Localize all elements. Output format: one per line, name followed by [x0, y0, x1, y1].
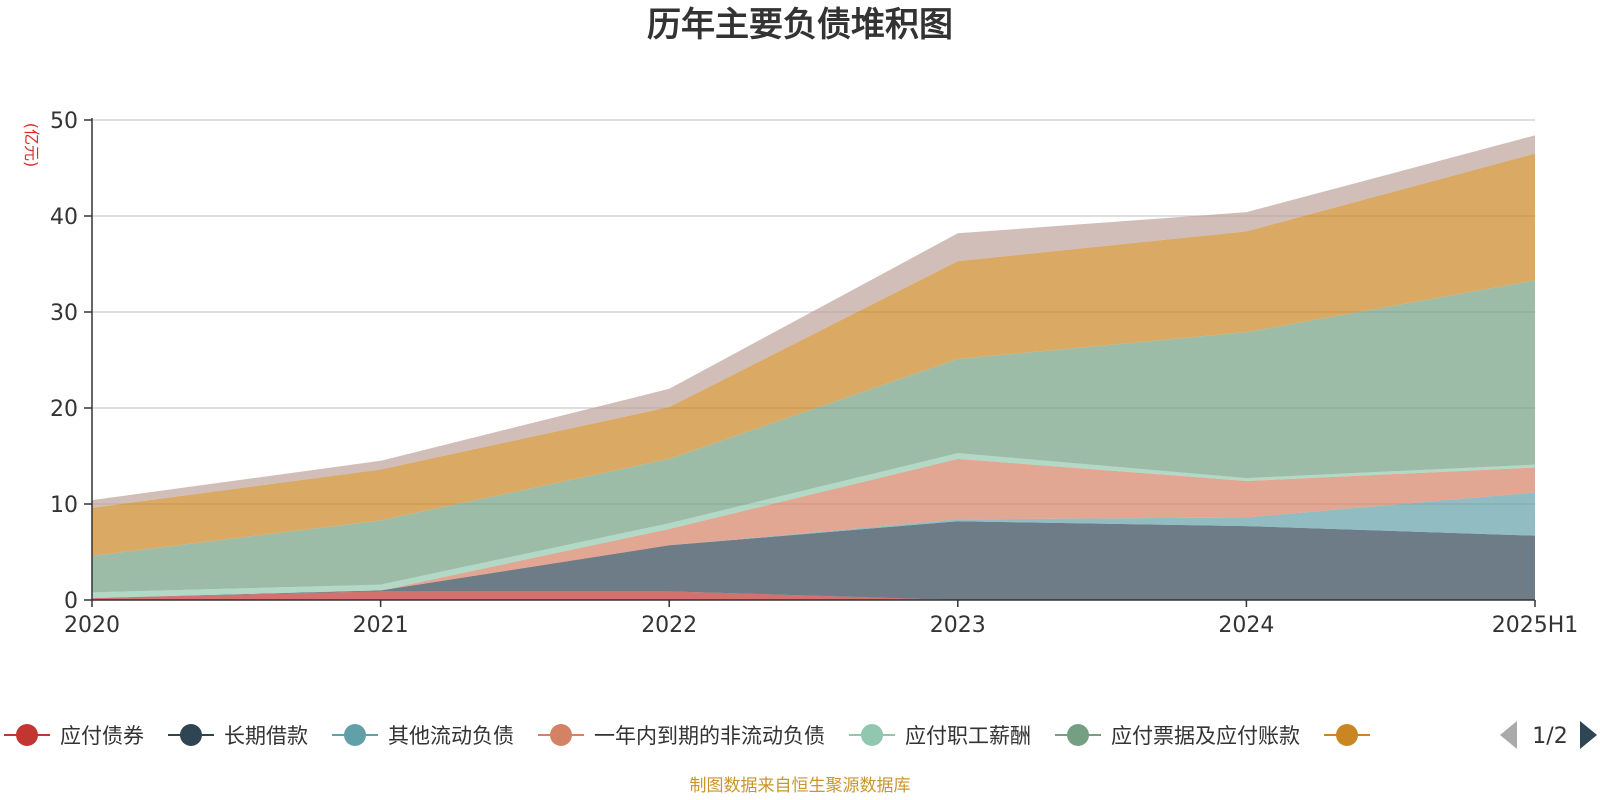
triangle-left-icon[interactable]: [1500, 721, 1517, 749]
legend-circle-icon: [344, 724, 366, 746]
legend-item[interactable]: 一年内到期的非流动负债: [538, 724, 825, 748]
area-series-6: [92, 280, 1535, 593]
legend: 应付债券 长期借款 其他流动负债 一年内到期的非流动负债 应付职工薪酬 应付票据及应付账款…: [4, 721, 1597, 749]
x-tick-label: 2024: [1218, 613, 1274, 638]
legend-label: 应付票据及应付账款: [1111, 724, 1300, 748]
legend-circle-icon: [550, 724, 572, 746]
legend-circle-icon: [1336, 724, 1358, 746]
area-series-3: [92, 492, 1535, 599]
y-axis-unit-label: (亿元): [22, 123, 41, 168]
legend-circle-icon: [16, 724, 38, 746]
chart-title: 历年主要负债堆积图: [647, 5, 953, 45]
x-tick-label: 2025H1: [1492, 613, 1579, 638]
legend-item[interactable]: 应付票据及应付账款: [1055, 724, 1300, 748]
legend-page-indicator: 1/2: [1532, 724, 1567, 749]
x-tick-label: 2023: [930, 613, 986, 638]
legend-item[interactable]: 长期借款: [168, 724, 308, 748]
area-series-4: [92, 458, 1535, 599]
x-tick-label: 2022: [641, 613, 697, 638]
legend-label: 长期借款: [224, 724, 308, 748]
legend-label: 其他流动负债: [388, 724, 514, 748]
legend-pager: 1/2: [1500, 721, 1597, 749]
y-tick-label: 20: [50, 397, 78, 422]
legend-item[interactable]: 应付职工薪酬: [849, 724, 1031, 748]
x-tick-label: 2020: [64, 613, 120, 638]
stacked-areas: [92, 135, 1535, 600]
area-series-2: [92, 521, 1535, 600]
legend-circle-icon: [1067, 724, 1089, 746]
axes: 0 10 20 30 40 50 2020 2021 2022 2023 2024 2025H1: [50, 109, 1578, 638]
legend-item[interactable]: 应付债券: [4, 724, 144, 748]
y-tick-label: 50: [50, 109, 78, 134]
y-tick-label: 10: [50, 493, 78, 518]
area-series-8: [92, 135, 1535, 508]
y-tick-label: 30: [50, 301, 78, 326]
legend-circle-icon: [180, 724, 202, 746]
legend-item[interactable]: [1324, 724, 1370, 746]
legend-circle-icon: [861, 724, 883, 746]
legend-label: 应付职工薪酬: [905, 724, 1031, 748]
legend-item[interactable]: 其他流动负债: [332, 724, 514, 748]
x-tick-label: 2021: [353, 613, 409, 638]
triangle-right-icon[interactable]: [1580, 721, 1597, 749]
y-tick-label: 40: [50, 205, 78, 230]
area-series-7: [92, 153, 1535, 556]
legend-label: 一年内到期的非流动负债: [594, 724, 825, 748]
y-tick-label: 0: [64, 589, 78, 614]
legend-label: 应付债券: [60, 724, 144, 748]
source-note: 制图数据来自恒生聚源数据库: [690, 776, 911, 796]
